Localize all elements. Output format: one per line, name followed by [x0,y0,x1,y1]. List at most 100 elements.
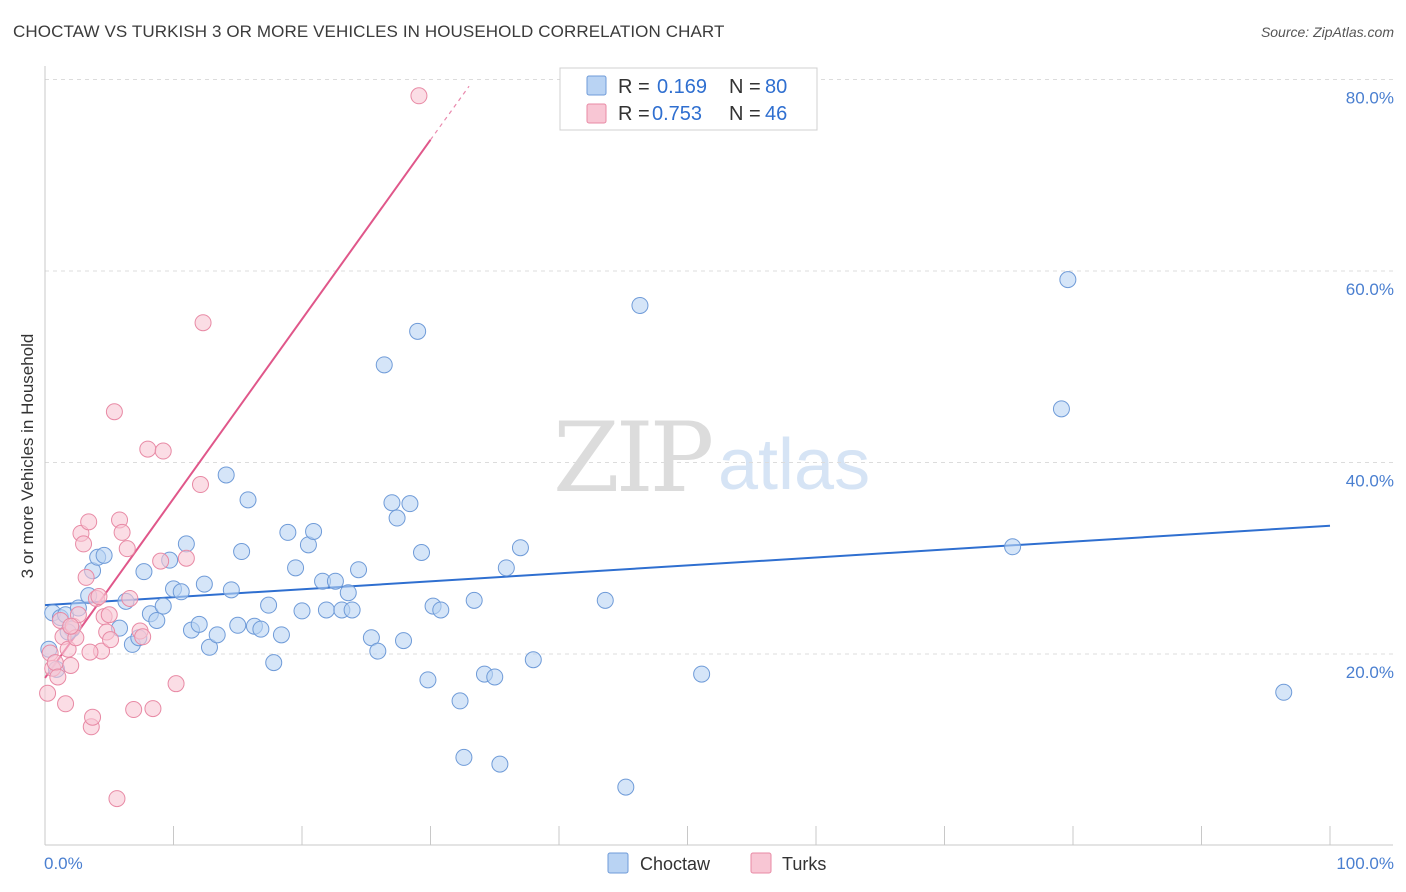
choctaw-point [524,651,542,669]
grid-lines [45,79,1393,655]
choctaw-point [343,601,361,619]
choctaw-point [154,597,172,615]
turks-point [134,628,152,646]
turks-point [75,535,93,553]
choctaw-point [617,778,635,796]
choctaw-point [413,544,431,562]
choctaw-point [409,322,427,340]
turks-point [57,695,75,713]
choctaw-point [222,581,240,599]
choctaw-point [388,509,406,527]
turks-point [84,708,102,726]
turks-trend-line [44,139,432,679]
choctaw-point [451,692,469,710]
choctaw-point [419,671,437,689]
choctaw-point [631,296,649,314]
choctaw-point [401,495,419,513]
y-axis-title: 3 or more Vehicles in Household [18,334,37,579]
choctaw-point [190,615,208,633]
turks-series-swatch [750,852,772,874]
choctaw-point [293,602,311,620]
source-label: Source: ZipAtlas.com [1260,24,1394,40]
choctaw-series-swatch [607,852,629,874]
choctaw-point [317,601,335,619]
y-tick-label: 60.0% [1346,280,1394,299]
turks-point [100,606,118,624]
turks-point [39,684,57,702]
turks-point [144,700,162,718]
choctaw-point [208,626,226,644]
choctaw-point [172,583,190,601]
turks-point [102,631,120,649]
turks-n-label: N = [729,103,761,125]
choctaw-point [279,523,297,541]
turks-point [90,588,108,606]
choctaw-point [148,611,166,629]
turks-point [108,790,126,808]
choctaw-point [497,559,515,577]
choctaw-point [432,601,450,619]
turks-point [177,549,195,567]
turks-series-label: Turks [782,854,826,874]
turks-point [81,643,99,661]
choctaw-point [260,596,278,614]
choctaw-point [465,591,483,609]
trend-lines [44,85,1331,679]
choctaw-point [326,572,344,590]
turks-point [105,403,123,421]
turks-point [167,675,185,693]
choctaw-point [177,535,195,553]
turks-r-value: 0.753 [652,103,702,125]
choctaw-point [252,620,270,638]
choctaw-point [395,632,413,650]
choctaw-r-value: 0.169 [657,76,707,98]
choctaw-n-value: 80 [765,76,787,98]
choctaw-point [229,616,247,634]
turks-r-label: R = [618,103,650,125]
watermark-atlas: atlas [718,425,870,505]
choctaw-legend-swatch [586,75,607,96]
choctaw-point [383,494,401,512]
data-points [39,87,1293,808]
axes [44,66,1393,846]
choctaw-point [375,356,393,374]
choctaw-r-label: R = [618,76,650,98]
y-tick-label: 40.0% [1346,472,1394,491]
chart-title: CHOCTAW VS TURKISH 3 OR MORE VEHICLES IN… [13,22,725,41]
turks-point [113,523,131,541]
y-tick-label: 20.0% [1346,663,1394,682]
choctaw-point [1052,400,1070,418]
choctaw-point [233,543,251,561]
choctaw-point [596,591,614,609]
choctaw-point [693,665,711,683]
turks-point [410,87,428,105]
choctaw-point [1004,538,1022,556]
choctaw-point [1059,271,1077,289]
x-tick-label-min: 0.0% [44,854,83,873]
choctaw-point [287,559,305,577]
turks-point [77,568,95,586]
choctaw-point [200,638,218,656]
turks-point [80,513,98,531]
choctaw-point [1275,683,1293,701]
choctaw-point [135,563,153,581]
turks-point [191,476,209,494]
turks-trend-extension [430,85,470,141]
turks-point [125,701,143,719]
turks-point [46,654,64,672]
turks-point [139,440,157,458]
turks-n-value: 46 [765,103,787,125]
choctaw-series-label: Choctaw [640,854,711,874]
choctaw-point [239,491,257,509]
choctaw-point [305,522,323,540]
turks-point [49,668,67,686]
y-tick-labels: 20.0% 40.0% 60.0% 80.0% [1346,89,1394,683]
choctaw-point [272,626,290,644]
turks-point [194,314,212,332]
turks-point [62,656,80,674]
turks-point [118,540,136,558]
choctaw-point [265,654,283,672]
x-tick-label-max: 100.0% [1336,854,1394,873]
turks-point [154,442,172,460]
